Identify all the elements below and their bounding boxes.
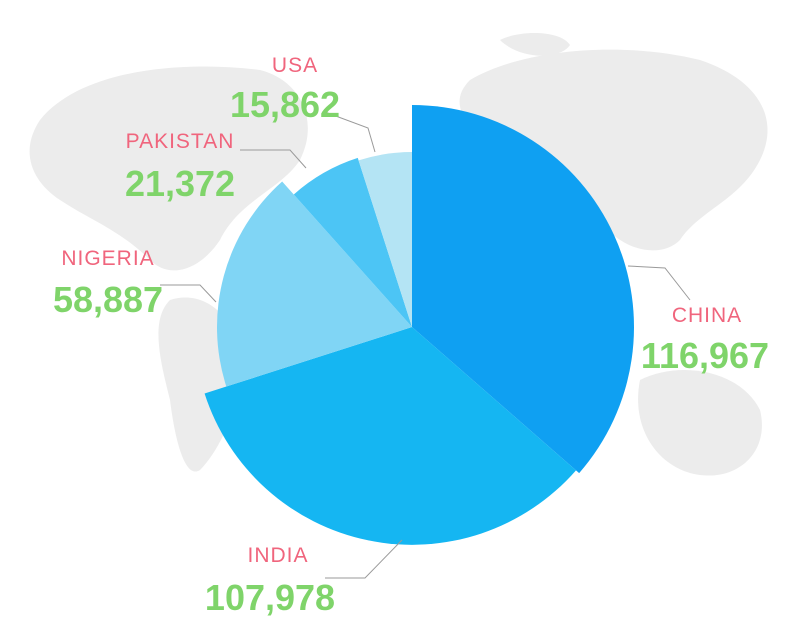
value-label: 107,978 <box>205 577 335 618</box>
pie-slice <box>358 152 412 327</box>
pie-slice <box>412 105 634 474</box>
leader-line <box>160 284 217 303</box>
value-label: 15,862 <box>230 84 340 125</box>
slice-name: NIGERIA <box>61 247 154 270</box>
pie-slice <box>204 327 577 545</box>
value-label: 58,887 <box>53 279 163 320</box>
leader-line <box>325 539 403 579</box>
value-label: 116,967 <box>641 335 769 376</box>
leader-line <box>627 265 691 301</box>
slice-name: USA <box>272 54 318 77</box>
value-label: 21,372 <box>125 163 235 204</box>
slice-name: PAKISTAN <box>126 130 235 153</box>
world-map-background <box>29 33 768 476</box>
leader-line <box>324 111 376 153</box>
pie-slice <box>293 157 412 327</box>
slice-name: INDIA <box>247 544 308 567</box>
slice-name: CHINA <box>672 304 742 327</box>
pie-slice <box>216 181 412 387</box>
leader-line <box>240 149 307 169</box>
